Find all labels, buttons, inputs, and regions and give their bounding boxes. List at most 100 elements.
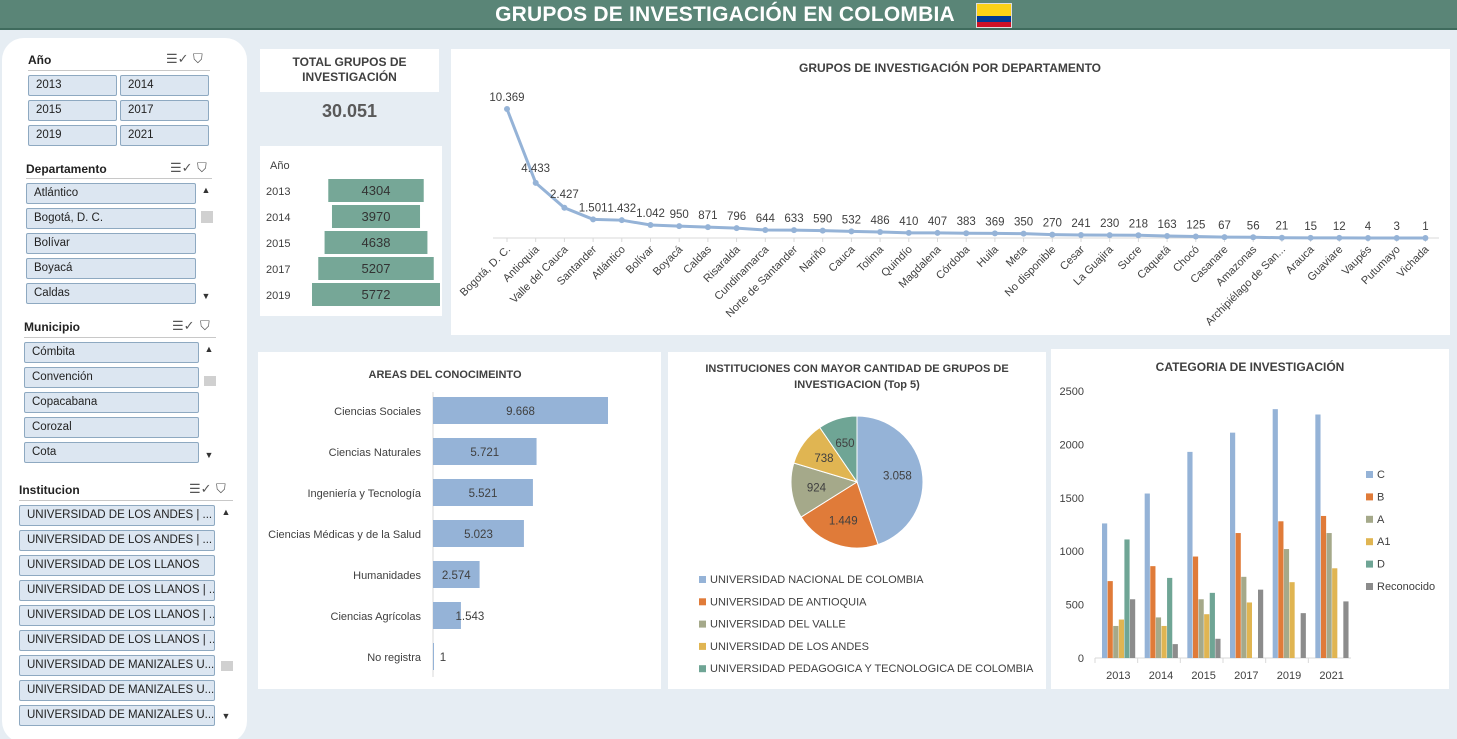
hbar-bar bbox=[433, 397, 608, 424]
scroll-down-icon[interactable]: ▼ bbox=[221, 711, 231, 721]
slicer-item[interactable]: UNIVERSIDAD DE MANIZALES U... bbox=[19, 680, 215, 701]
slicer-item[interactable]: Copacabana bbox=[24, 392, 199, 413]
line-category-label: Huila bbox=[975, 243, 1002, 270]
scroll-down-icon[interactable]: ▼ bbox=[201, 291, 211, 301]
column-bar bbox=[1315, 414, 1321, 658]
funnel-category-label: 2013 bbox=[266, 186, 290, 198]
slicer-item[interactable]: UNIVERSIDAD DE LOS ANDES | ... bbox=[19, 505, 215, 526]
hbar-category-label: No registra bbox=[367, 652, 422, 664]
line-data-label: 163 bbox=[1158, 219, 1177, 231]
line-svg: GRUPOS DE INVESTIGACIÓN POR DEPARTAMENTO… bbox=[458, 60, 1439, 328]
pie-svg: INSTITUCIONES CON MAYOR CANTIDAD DE GRUP… bbox=[699, 363, 1034, 675]
line-point bbox=[934, 229, 941, 236]
slicer-item[interactable]: Bolívar bbox=[26, 233, 196, 254]
scroll-up-icon[interactable]: ▲ bbox=[204, 344, 214, 354]
clear-filter-icon[interactable]: ⛉ bbox=[216, 481, 226, 496]
funnel-category-label: 2015 bbox=[266, 238, 290, 250]
funnel-value-label: 5772 bbox=[362, 287, 391, 302]
line-point bbox=[590, 216, 597, 223]
knowledge-areas-chart: AREAS DEL CONOCIMEINTO Ciencias Sociales 9… bbox=[258, 352, 661, 689]
multi-select-icon[interactable]: ☰✓ bbox=[166, 51, 189, 66]
pie-legend-label: UNIVERSIDAD DE LOS ANDES bbox=[710, 641, 869, 653]
pie-legend-label: UNIVERSIDAD NACIONAL DE COLOMBIA bbox=[710, 574, 924, 586]
line-data-label: 369 bbox=[985, 216, 1004, 228]
line-data-label: 1.042 bbox=[636, 208, 665, 220]
column-chart-title: CATEGORIA DE INVESTIGACIÓN bbox=[1156, 359, 1345, 374]
line-point bbox=[1307, 234, 1314, 241]
total-card: TOTAL GRUPOS DE INVESTIGACIÓN bbox=[260, 49, 439, 92]
slicer-item[interactable]: 2013 bbox=[28, 75, 117, 96]
hbar-category-label: Ciencias Médicas y de la Salud bbox=[268, 529, 421, 541]
pie-chart-title: INSTITUCIONES CON MAYOR CANTIDAD DE GRUP… bbox=[705, 363, 1008, 375]
line-data-label: 4.433 bbox=[521, 163, 550, 175]
municipality-scrollbar[interactable]: ▲ ▼ bbox=[202, 342, 216, 464]
line-category-label: Cauca bbox=[827, 243, 859, 275]
slicer-item[interactable]: UNIVERSIDAD DE MANIZALES U... bbox=[19, 705, 215, 726]
slicer-item[interactable]: Caldas bbox=[26, 283, 196, 304]
x-tick-label: 2021 bbox=[1319, 670, 1343, 682]
line-point bbox=[991, 230, 998, 237]
pie-value-label: 738 bbox=[814, 453, 833, 465]
slicer-item[interactable]: 2019 bbox=[28, 125, 117, 146]
slicer-item[interactable]: UNIVERSIDAD DE LOS ANDES | ... bbox=[19, 530, 215, 551]
y-tick-label: 500 bbox=[1066, 600, 1084, 612]
line-data-label: 241 bbox=[1071, 218, 1090, 230]
line-data-label: 871 bbox=[698, 210, 717, 222]
slicer-item[interactable]: UNIVERSIDAD DE MANIZALES U... bbox=[19, 655, 215, 676]
y-tick-label: 0 bbox=[1078, 653, 1084, 665]
slicer-item[interactable]: 2015 bbox=[28, 100, 117, 121]
pie-value-label: 3.058 bbox=[883, 470, 912, 482]
slicer-item[interactable]: Boyacá bbox=[26, 258, 196, 279]
line-point bbox=[704, 224, 711, 231]
line-point bbox=[532, 179, 539, 186]
slicer-item[interactable]: UNIVERSIDAD DE LOS LLANOS | ... bbox=[19, 580, 215, 601]
slicer-institution-title: Institucion bbox=[19, 483, 80, 497]
multi-select-icon[interactable]: ☰✓ bbox=[189, 481, 212, 496]
slicer-year-title: Año bbox=[28, 53, 52, 67]
funnel-bar bbox=[328, 179, 424, 202]
slicer-item[interactable]: Corozal bbox=[24, 417, 199, 438]
clear-filter-icon[interactable]: ⛉ bbox=[197, 160, 207, 175]
hbar-category-label: Ingeniería y Tecnología bbox=[307, 488, 421, 500]
multi-select-icon[interactable]: ☰✓ bbox=[170, 160, 193, 175]
slicer-item[interactable]: 2014 bbox=[120, 75, 209, 96]
multi-select-icon[interactable]: ☰✓ bbox=[172, 318, 195, 333]
line-data-label: 230 bbox=[1100, 218, 1119, 230]
scroll-down-icon[interactable]: ▼ bbox=[204, 450, 214, 460]
line-point bbox=[733, 225, 740, 232]
line-point bbox=[1278, 234, 1285, 241]
slicer-item[interactable]: 2017 bbox=[120, 100, 209, 121]
pie-slice bbox=[856, 415, 924, 546]
colombia-flag-icon bbox=[976, 3, 1012, 28]
slicer-item[interactable]: 2021 bbox=[120, 125, 209, 146]
y-tick-label: 2000 bbox=[1060, 439, 1084, 451]
department-scrollbar[interactable]: ▲ ▼ bbox=[199, 183, 213, 305]
column-legend-label: A bbox=[1377, 514, 1385, 526]
line-point bbox=[819, 227, 826, 234]
slicer-item[interactable]: Cómbita bbox=[24, 342, 199, 363]
hbar-bar bbox=[433, 602, 461, 629]
slicer-item[interactable]: Cota bbox=[24, 442, 199, 463]
line-point bbox=[1393, 234, 1400, 241]
slicer-item[interactable]: UNIVERSIDAD DE LOS LLANOS bbox=[19, 555, 215, 576]
clear-filter-icon[interactable]: ⛉ bbox=[200, 318, 210, 333]
line-data-label: 350 bbox=[1014, 217, 1033, 229]
slicer-item[interactable]: Bogotá, D. C. bbox=[26, 208, 196, 229]
pie-legend-swatch bbox=[699, 642, 706, 650]
x-tick-label: 2017 bbox=[1234, 670, 1258, 682]
scroll-up-icon[interactable]: ▲ bbox=[221, 507, 231, 517]
line-point bbox=[1336, 234, 1343, 241]
scroll-up-icon[interactable]: ▲ bbox=[201, 185, 211, 195]
clear-filter-icon[interactable]: ⛉ bbox=[193, 51, 203, 66]
slicer-item[interactable]: UNIVERSIDAD DE LOS LLANOS | ... bbox=[19, 605, 215, 626]
column-bar bbox=[1150, 566, 1156, 658]
slicer-item[interactable]: Atlántico bbox=[26, 183, 196, 204]
y-tick-label: 1000 bbox=[1060, 546, 1084, 558]
institution-scrollbar[interactable]: ▲ ▼ bbox=[219, 505, 233, 727]
line-point bbox=[791, 227, 797, 234]
slicer-item[interactable]: Convención bbox=[24, 367, 199, 388]
slicer-item[interactable]: UNIVERSIDAD DE LOS LLANOS | ... bbox=[19, 630, 215, 651]
column-legend-label: A1 bbox=[1377, 536, 1390, 548]
line-data-label: 950 bbox=[670, 209, 689, 221]
funnel-value-label: 4638 bbox=[362, 235, 391, 250]
